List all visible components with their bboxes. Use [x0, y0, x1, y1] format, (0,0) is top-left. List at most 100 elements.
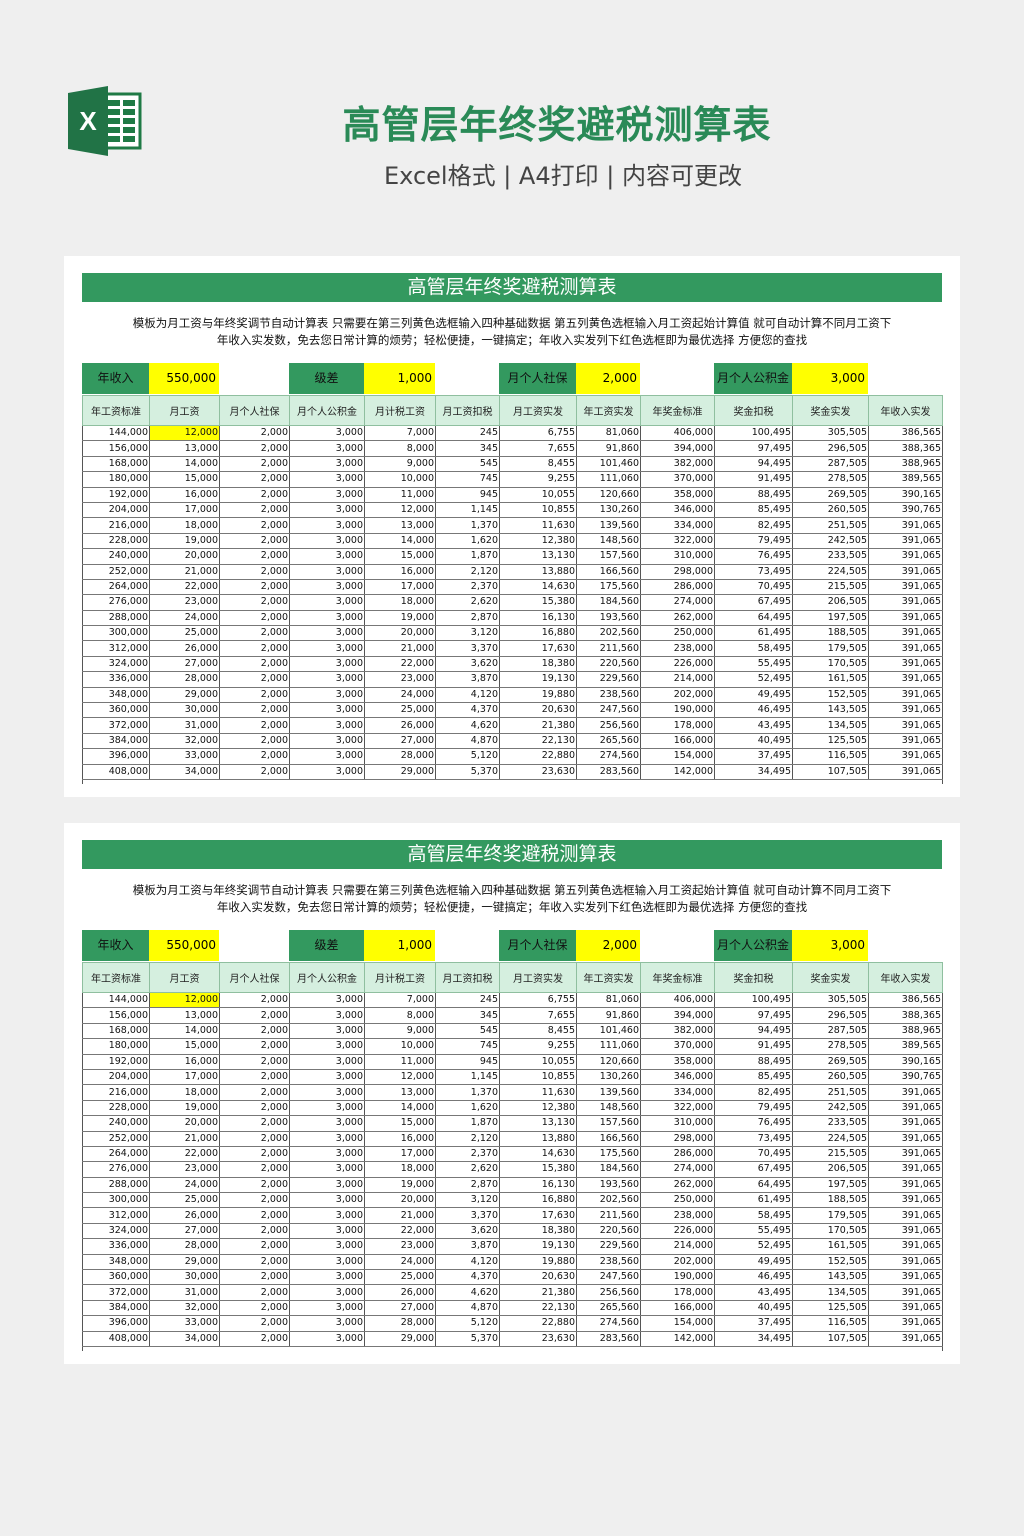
table-cell[interactable]: 216,000	[82, 517, 150, 534]
table-cell[interactable]: 19,130	[499, 671, 577, 688]
table-cell[interactable]: 238,560	[576, 687, 641, 704]
table-cell[interactable]: 34,000	[149, 1331, 220, 1347]
table-cell[interactable]: 5,120	[435, 1315, 500, 1332]
table-cell[interactable]: 157,560	[576, 1115, 641, 1132]
table-cell[interactable]: 226,000	[640, 1223, 715, 1240]
table-cell[interactable]: 4,120	[435, 1254, 500, 1271]
table-cell[interactable]: 3,000	[289, 1084, 365, 1101]
table-cell[interactable]: 88,495	[714, 1054, 793, 1070]
table-cell[interactable]: 2,000	[219, 1100, 290, 1117]
table-cell[interactable]: 2,000	[219, 1161, 290, 1178]
table-cell[interactable]: 18,000	[149, 1084, 220, 1101]
table-cell[interactable]: 391,065	[868, 717, 943, 734]
table-cell[interactable]: 251,505	[792, 1084, 869, 1101]
table-cell[interactable]: 545	[435, 1023, 500, 1040]
table-cell[interactable]: 18,380	[499, 1223, 577, 1240]
table-cell[interactable]: 16,130	[499, 1177, 577, 1194]
table-cell[interactable]: 3,000	[289, 1207, 365, 1224]
table-cell[interactable]: 130,260	[576, 502, 641, 519]
table-cell[interactable]: 214,000	[640, 1238, 715, 1255]
table-cell[interactable]: 20,000	[364, 1192, 436, 1209]
table-cell[interactable]: 15,380	[499, 594, 577, 611]
table-cell[interactable]: 3,000	[289, 656, 365, 673]
table-cell[interactable]: 388,365	[868, 440, 943, 457]
table-cell[interactable]: 111,060	[576, 471, 641, 488]
input-value[interactable]: 550,000	[149, 363, 219, 394]
table-cell[interactable]: 545	[435, 456, 500, 473]
table-cell[interactable]: 3,000	[289, 764, 365, 780]
table-cell[interactable]: 224,505	[792, 564, 869, 580]
table-cell[interactable]: 11,630	[499, 1084, 577, 1101]
table-cell[interactable]: 85,495	[714, 1069, 793, 1086]
table-cell[interactable]: 184,560	[576, 1161, 641, 1178]
table-cell[interactable]: 193,560	[576, 610, 641, 627]
table-cell[interactable]: 1,370	[435, 1084, 500, 1101]
table-cell[interactable]: 2,000	[219, 1177, 290, 1194]
table-cell[interactable]: 13,000	[149, 440, 220, 457]
table-cell[interactable]: 7,000	[364, 992, 436, 1009]
table-cell[interactable]: 31,000	[149, 717, 220, 734]
table-cell[interactable]: 3,000	[289, 533, 365, 550]
table-cell[interactable]: 100,495	[714, 992, 793, 1009]
table-cell[interactable]: 211,560	[576, 1207, 641, 1224]
table-cell[interactable]: 19,880	[499, 687, 577, 704]
table-cell[interactable]: 29,000	[364, 1331, 436, 1347]
table-cell[interactable]: 288,000	[82, 610, 150, 627]
table-cell[interactable]: 264,000	[82, 1146, 150, 1163]
table-cell[interactable]: 247,560	[576, 702, 641, 719]
table-cell[interactable]: 391,065	[868, 610, 943, 627]
table-cell[interactable]: 3,000	[289, 564, 365, 580]
table-cell[interactable]: 276,000	[82, 594, 150, 611]
table-cell[interactable]: 2,000	[219, 1284, 290, 1301]
table-cell[interactable]: 345	[435, 440, 500, 457]
table-cell[interactable]: 107,505	[792, 764, 869, 780]
table-cell[interactable]: 148,560	[576, 1100, 641, 1117]
table-cell[interactable]: 161,505	[792, 1238, 869, 1255]
table-cell[interactable]: 18,000	[364, 1161, 436, 1178]
table-cell[interactable]: 391,065	[868, 1100, 943, 1117]
table-cell[interactable]: 216,000	[82, 1084, 150, 1101]
table-cell[interactable]: 30,000	[149, 702, 220, 719]
table-cell[interactable]: 391,065	[868, 702, 943, 719]
table-cell[interactable]: 22,880	[499, 1315, 577, 1332]
table-cell[interactable]: 23,630	[499, 1331, 577, 1347]
table-cell[interactable]: 345	[435, 1007, 500, 1024]
table-cell[interactable]: 88,495	[714, 487, 793, 503]
table-cell[interactable]: 16,000	[149, 1054, 220, 1070]
table-cell[interactable]: 1,620	[435, 1100, 500, 1117]
table-cell[interactable]: 4,120	[435, 687, 500, 704]
table-cell[interactable]: 391,065	[868, 1207, 943, 1224]
table-cell[interactable]: 12,000	[149, 992, 220, 1009]
table-cell[interactable]: 204,000	[82, 502, 150, 519]
table-cell[interactable]: 334,000	[640, 1084, 715, 1101]
table-cell[interactable]: 55,495	[714, 1223, 793, 1240]
table-cell[interactable]: 46,495	[714, 702, 793, 719]
table-cell[interactable]: 391,065	[868, 1115, 943, 1132]
table-cell[interactable]: 6,755	[499, 992, 577, 1009]
table-cell[interactable]: 12,380	[499, 533, 577, 550]
table-cell[interactable]: 156,000	[82, 1007, 150, 1024]
table-cell[interactable]: 2,000	[219, 1238, 290, 1255]
table-cell[interactable]: 388,365	[868, 1007, 943, 1024]
table-cell[interactable]: 29,000	[149, 687, 220, 704]
table-cell[interactable]: 408,000	[82, 764, 150, 780]
table-cell[interactable]: 116,505	[792, 748, 869, 765]
table-cell[interactable]: 396,000	[82, 748, 150, 765]
table-cell[interactable]: 3,000	[289, 487, 365, 503]
table-cell[interactable]: 40,495	[714, 1300, 793, 1317]
table-cell[interactable]: 1,145	[435, 1069, 500, 1086]
table-cell[interactable]: 245	[435, 992, 500, 1009]
table-cell[interactable]: 23,630	[499, 764, 577, 780]
table-cell[interactable]: 168,000	[82, 456, 150, 473]
table-cell[interactable]: 7,655	[499, 1007, 577, 1024]
table-cell[interactable]: 2,000	[219, 425, 290, 442]
table-cell[interactable]: 184,560	[576, 594, 641, 611]
table-cell[interactable]: 3,370	[435, 640, 500, 657]
table-cell[interactable]: 9,000	[364, 1023, 436, 1040]
table-cell[interactable]: 19,000	[364, 610, 436, 627]
table-cell[interactable]: 283,560	[576, 764, 641, 780]
table-cell[interactable]: 12,000	[364, 502, 436, 519]
input-value[interactable]: 3,000	[792, 363, 868, 394]
table-cell[interactable]: 384,000	[82, 733, 150, 750]
table-cell[interactable]: 58,495	[714, 1207, 793, 1224]
